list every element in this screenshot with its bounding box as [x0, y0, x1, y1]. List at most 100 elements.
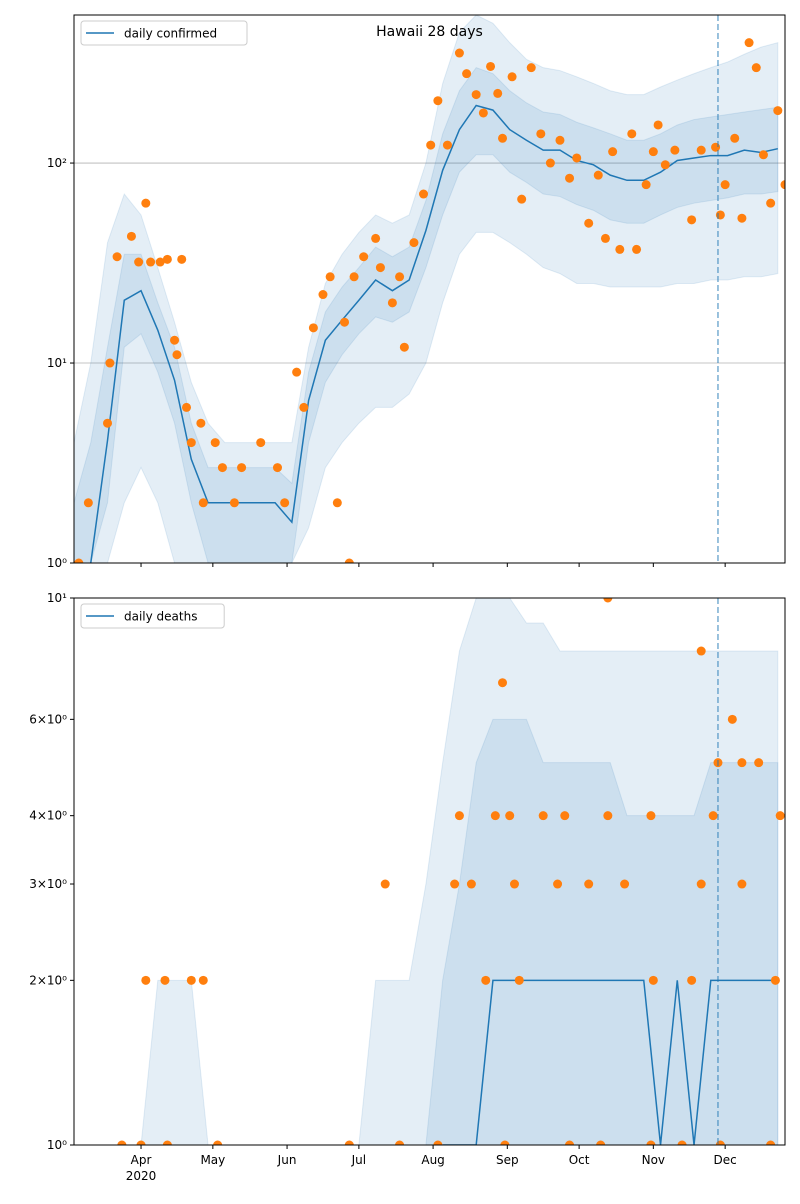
- data-point: [454, 811, 464, 821]
- data-point: [720, 180, 730, 190]
- data-point: [172, 350, 182, 360]
- data-point: [105, 358, 115, 368]
- data-point: [409, 238, 419, 248]
- data-point: [442, 140, 452, 150]
- data-point: [498, 133, 508, 143]
- data-point: [117, 1140, 127, 1145]
- x-tick-label: May: [200, 1153, 225, 1167]
- data-point: [687, 215, 697, 225]
- data-point: [507, 72, 517, 82]
- y-tick-label: 6×10⁰: [29, 712, 67, 726]
- data-point: [708, 811, 718, 821]
- data-point: [349, 272, 359, 282]
- data-point: [395, 272, 405, 282]
- data-point: [141, 975, 151, 985]
- data-point: [500, 1140, 510, 1145]
- data-point: [198, 498, 208, 508]
- quantile-band: [74, 15, 779, 563]
- data-point: [112, 252, 122, 262]
- data-point: [696, 879, 706, 889]
- data-point: [696, 145, 706, 155]
- legend-box: [80, 603, 225, 629]
- data-point: [332, 498, 342, 508]
- data-point: [560, 811, 570, 821]
- x-tick-label: Apr: [131, 1153, 152, 1167]
- data-point: [299, 402, 309, 412]
- data-point: [600, 233, 610, 243]
- data-point: [517, 194, 527, 204]
- data-point: [280, 498, 290, 508]
- axes-frame: [73, 14, 786, 564]
- data-point: [514, 975, 524, 985]
- data-point: [186, 438, 196, 448]
- y-tick-label: 10¹: [47, 356, 67, 370]
- plot-area: [74, 15, 785, 563]
- x-tick-label: Aug: [421, 1153, 444, 1167]
- data-point: [646, 1140, 656, 1145]
- data-point: [641, 180, 651, 190]
- data-point: [182, 402, 192, 412]
- data-point: [758, 150, 768, 160]
- data-point: [608, 147, 618, 157]
- data-point: [603, 598, 613, 603]
- data-point: [565, 1140, 575, 1145]
- data-point: [596, 1140, 606, 1145]
- y-tick-label: 3×10⁰: [29, 877, 67, 891]
- data-point: [711, 142, 721, 152]
- data-point: [715, 210, 725, 220]
- data-point: [155, 257, 165, 267]
- data-point: [308, 323, 318, 333]
- data-point: [498, 678, 508, 688]
- data-point: [737, 213, 747, 223]
- data-point: [318, 290, 328, 300]
- data-point: [198, 975, 208, 985]
- data-point: [433, 96, 443, 106]
- data-point: [660, 160, 670, 170]
- data-point: [136, 1140, 146, 1145]
- data-point: [217, 463, 227, 473]
- data-point: [754, 758, 764, 768]
- data-point: [229, 498, 239, 508]
- y-tick-label: 10²: [47, 156, 67, 170]
- data-point: [584, 879, 594, 889]
- data-point: [359, 252, 369, 262]
- data-point: [593, 170, 603, 180]
- data-point: [186, 975, 196, 985]
- data-point: [83, 498, 93, 508]
- data-point: [162, 254, 172, 264]
- data-point: [584, 218, 594, 228]
- y-tick-label: 10⁰: [47, 556, 67, 570]
- axes-frame: [73, 597, 786, 1146]
- data-point: [486, 61, 496, 71]
- data-point: [653, 120, 663, 130]
- data-point: [426, 140, 436, 150]
- data-point: [545, 158, 555, 168]
- data-point: [74, 558, 84, 563]
- data-point: [751, 63, 761, 73]
- data-point: [134, 257, 144, 267]
- data-point: [648, 975, 658, 985]
- quantile-band: [74, 67, 779, 563]
- data-point: [210, 438, 220, 448]
- data-point: [160, 975, 170, 985]
- x-tick-label: Oct: [569, 1153, 590, 1167]
- chart-title: Hawaii 28 days: [376, 24, 483, 40]
- data-point: [162, 1140, 172, 1145]
- data-point: [727, 714, 737, 724]
- data-point: [272, 463, 282, 473]
- data-point: [170, 335, 180, 345]
- data-point: [773, 106, 783, 116]
- series-line: [442, 979, 778, 1145]
- y-tick-label: 2×10⁰: [29, 973, 67, 987]
- data-point: [103, 418, 113, 428]
- data-point: [462, 69, 472, 79]
- data-point: [737, 758, 747, 768]
- data-point: [538, 811, 548, 821]
- data-point: [419, 189, 429, 199]
- data-point: [471, 90, 481, 100]
- data-point: [490, 811, 500, 821]
- data-point: [687, 975, 697, 985]
- data-point: [632, 244, 642, 254]
